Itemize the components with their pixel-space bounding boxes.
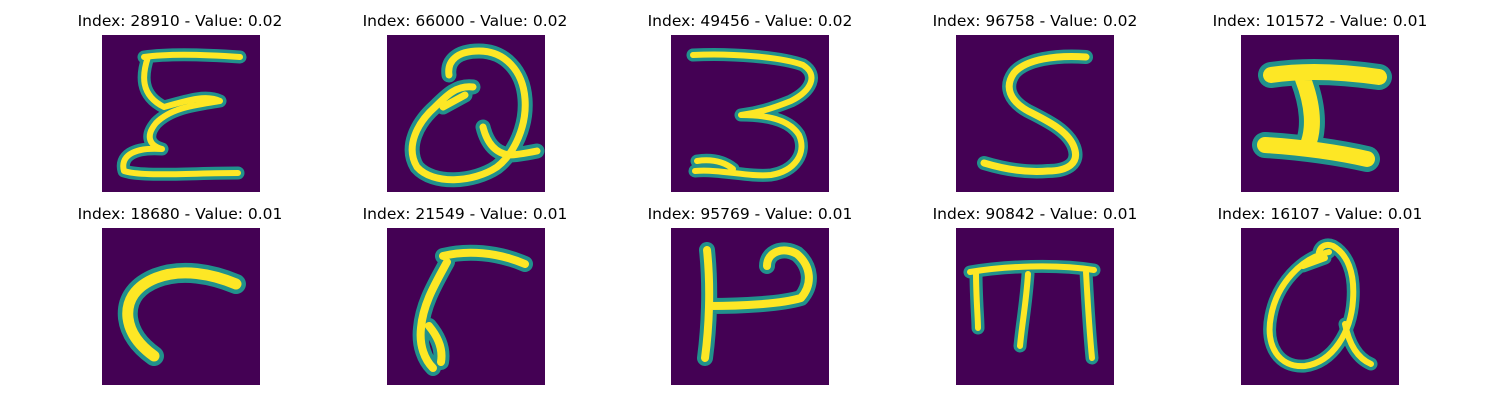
panel-title: Index: 28910 - Value: 0.02 (77, 12, 283, 30)
handwritten-r-slanted-image (387, 228, 545, 385)
glyph-drawing (1252, 58, 1392, 172)
panel-3: Index: 49456 - Value: 0.02 (600, 0, 900, 200)
panel-title: Index: 21549 - Value: 0.01 (362, 205, 568, 223)
handwritten-e-image (102, 35, 260, 192)
panel-title: Index: 101572 - Value: 0.01 (1212, 12, 1428, 30)
glyph-drawing (117, 262, 246, 366)
glyph-drawing (404, 43, 545, 188)
glyph-drawing (412, 244, 533, 376)
panel-title: Index: 90842 - Value: 0.01 (932, 205, 1138, 223)
glyph-drawing (1263, 238, 1378, 373)
handwritten-s-image (956, 35, 1114, 192)
panel-10: Index: 16107 - Value: 0.01 (1170, 0, 1470, 385)
glyph-drawing (697, 242, 817, 366)
panel-8: Index: 95769 - Value: 0.01 (600, 0, 900, 385)
glyph-drawing (686, 47, 818, 182)
handwritten-m-rotated-image (956, 228, 1114, 385)
panel-1: Index: 28910 - Value: 0.02 (30, 0, 330, 200)
panel-5: Index: 101572 - Value: 0.01 (1170, 0, 1470, 200)
panel-title: Index: 18680 - Value: 0.01 (77, 205, 283, 223)
handwritten-i-image (1241, 35, 1399, 192)
panel-7: Index: 21549 - Value: 0.01 (315, 0, 615, 385)
glyph-drawing (116, 48, 247, 181)
panel-6: Index: 18680 - Value: 0.01 (30, 0, 330, 385)
handwritten-3-image (671, 35, 829, 192)
glyph-drawing (977, 49, 1093, 179)
glyph-drawing (963, 259, 1101, 365)
panel-title: Index: 49456 - Value: 0.02 (647, 12, 853, 30)
handwritten-a-image (1241, 228, 1399, 385)
panel-title: Index: 95769 - Value: 0.01 (647, 205, 853, 223)
handwritten-q-image (387, 35, 545, 192)
handwritten-r-image (102, 228, 260, 385)
handwritten-p-rotated-image (671, 228, 829, 385)
panel-title: Index: 96758 - Value: 0.02 (932, 12, 1138, 30)
panel-title: Index: 66000 - Value: 0.02 (362, 12, 568, 30)
panel-title: Index: 16107 - Value: 0.01 (1217, 205, 1423, 223)
panel-9: Index: 90842 - Value: 0.01 (885, 0, 1185, 385)
panel-4: Index: 96758 - Value: 0.02 (885, 0, 1185, 200)
panel-2: Index: 66000 - Value: 0.02 (315, 0, 615, 200)
